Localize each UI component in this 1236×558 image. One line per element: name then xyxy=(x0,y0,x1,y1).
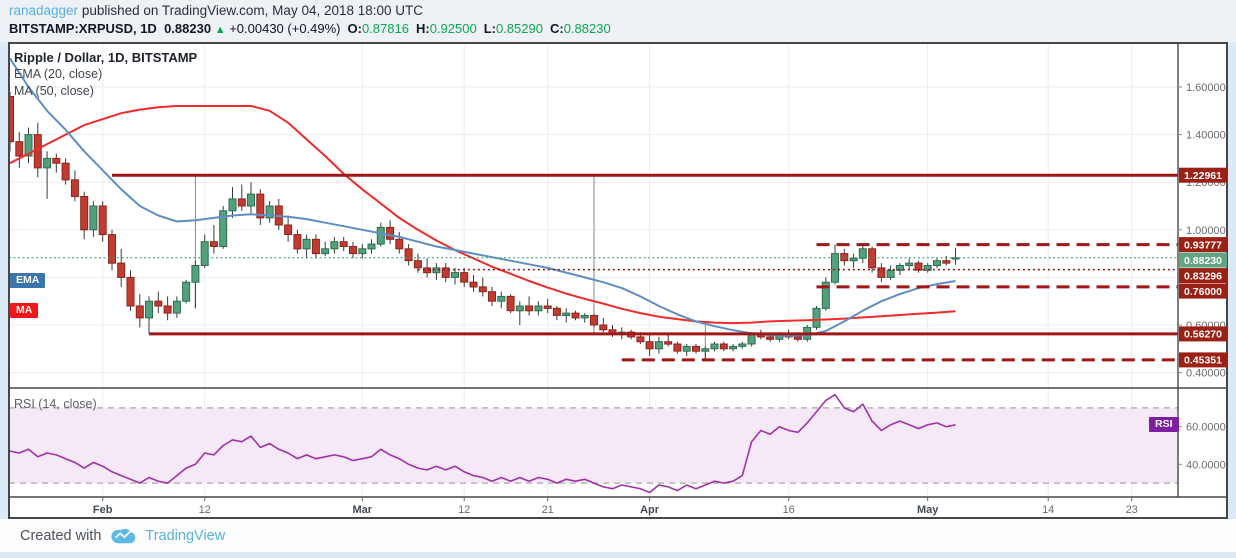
ma-legend: MA (50, close) xyxy=(14,84,94,98)
svg-text:40.0000: 40.0000 xyxy=(1186,459,1226,471)
svg-text:1.00000: 1.00000 xyxy=(1186,225,1226,237)
open-value: 0.87816 xyxy=(361,21,409,36)
svg-text:60.0000: 60.0000 xyxy=(1186,422,1226,434)
svg-text:12: 12 xyxy=(199,504,211,516)
symbol-info-bar: BITSTAMP:XRPUSD, 1D 0.88230 ▲ +0.00430 (… xyxy=(9,21,611,36)
username-link[interactable]: ranadagger xyxy=(9,3,79,18)
svg-text:0.83296: 0.83296 xyxy=(1184,270,1222,282)
high-value: 0.92500 xyxy=(429,21,477,36)
svg-text:23: 23 xyxy=(1126,504,1138,516)
up-arrow-icon: ▲ xyxy=(214,24,226,36)
svg-text:0.93777: 0.93777 xyxy=(1184,239,1222,251)
chart-legend: Ripple / Dollar, 1D, BITSTAMP EMA (20, c… xyxy=(14,50,197,100)
publish-line: ranadagger published on TradingView.com,… xyxy=(9,3,423,18)
time-axis[interactable]: Feb 12 Mar 12 21 Apr 16 May 14 23 xyxy=(93,497,1138,516)
svg-text:12: 12 xyxy=(458,504,470,516)
last-price: 0.88230 xyxy=(164,21,212,36)
ma-axis-badge: MA xyxy=(10,303,39,318)
ma50-line xyxy=(9,105,956,325)
ema-axis-badge: EMA xyxy=(10,273,46,288)
low-value: 0.85290 xyxy=(495,21,543,36)
svg-text:0.56270: 0.56270 xyxy=(1184,329,1222,341)
rsi-band xyxy=(9,407,1178,484)
svg-text:1.22961: 1.22961 xyxy=(1184,170,1222,182)
high-label: H: xyxy=(415,21,430,36)
price-change: +0.00430 (+0.49%) xyxy=(229,21,341,36)
svg-text:0.76000: 0.76000 xyxy=(1184,286,1222,298)
symbol-name: BITSTAMP:XRPUSD, 1D xyxy=(9,21,157,36)
low-label: L: xyxy=(483,21,496,36)
ema-legend: EMA (20, close) xyxy=(14,67,103,81)
published-text: published on TradingView.com, May 04, 20… xyxy=(78,3,424,18)
svg-text:0.88230: 0.88230 xyxy=(1184,255,1222,267)
close-value: 0.88230 xyxy=(563,21,611,36)
svg-text:Apr: Apr xyxy=(640,504,660,516)
footer: Created with TradingView xyxy=(0,519,1236,552)
svg-text:May: May xyxy=(917,504,939,516)
rsi-legend: RSI (14, close) xyxy=(14,397,97,411)
close-label: C: xyxy=(549,21,564,36)
ema20-line xyxy=(9,57,956,337)
open-label: O: xyxy=(347,21,362,36)
chart-title: Ripple / Dollar, 1D, BITSTAMP xyxy=(14,50,198,65)
svg-text:21: 21 xyxy=(542,504,554,516)
svg-text:16: 16 xyxy=(783,504,795,516)
rsi-axis-badge: RSI xyxy=(1149,417,1179,432)
svg-text:Feb: Feb xyxy=(93,504,113,516)
price-axis-badges: 1.22961 0.93777 0.88230 0.83296 0.76000 0.562… xyxy=(1179,167,1227,368)
svg-text:0.45351: 0.45351 xyxy=(1184,355,1222,367)
created-with-text: Created with xyxy=(20,527,102,544)
publish-header: ranadagger published on TradingView.com,… xyxy=(0,0,1236,42)
rsi-line xyxy=(9,393,956,494)
chart-canvas[interactable]: Feb 12 Mar 12 21 Apr 16 May 14 23 1.60000 1.40000 1.… xyxy=(8,42,1228,519)
price-levels[interactable] xyxy=(9,173,1178,362)
tradingview-link[interactable]: TradingView xyxy=(145,527,226,544)
svg-text:Mar: Mar xyxy=(353,504,373,516)
svg-text:1.40000: 1.40000 xyxy=(1186,130,1226,142)
svg-text:0.40000: 0.40000 xyxy=(1186,368,1226,380)
svg-text:14: 14 xyxy=(1042,504,1054,516)
svg-text:1.60000: 1.60000 xyxy=(1186,82,1226,94)
tradingview-cloud-icon[interactable] xyxy=(111,528,138,544)
chart-svg[interactable]: Feb 12 Mar 12 21 Apr 16 May 14 23 1.60000 1.40000 1.… xyxy=(8,42,1228,519)
